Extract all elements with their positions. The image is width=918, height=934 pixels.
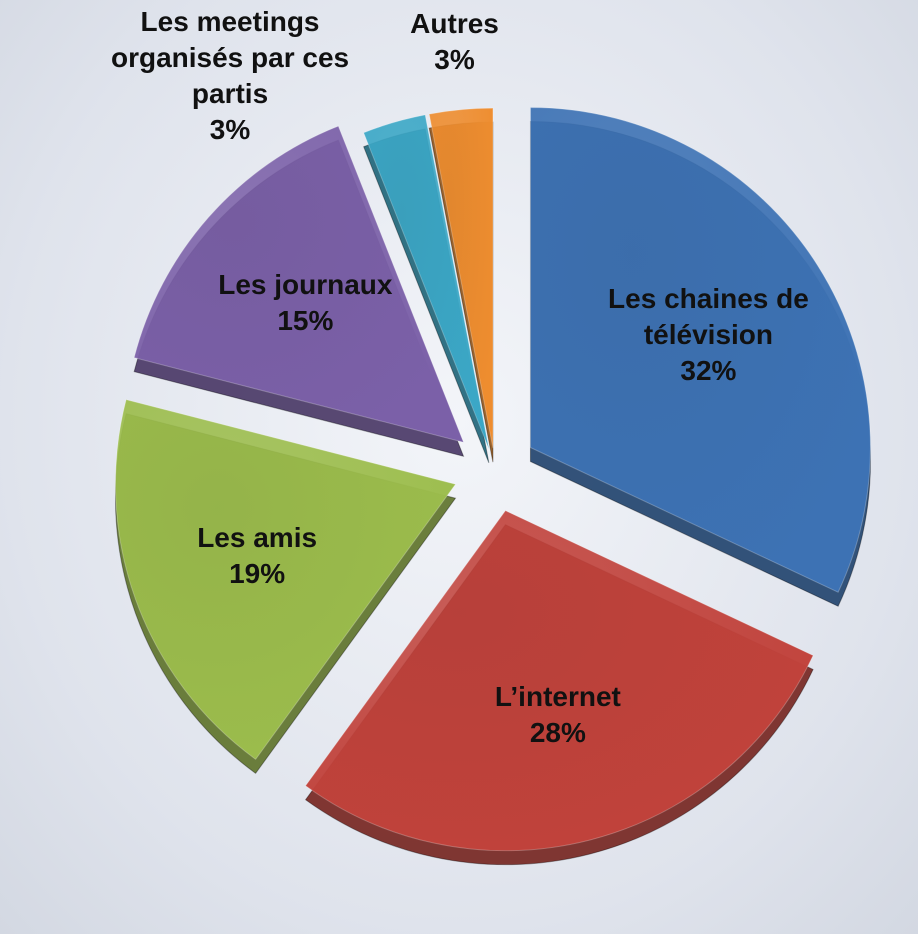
slice (115, 399, 457, 760)
slice-category: L’internet (494, 680, 621, 712)
slice-label: Autres 3% (310, 6, 600, 78)
slice-category: Les chaines de télévision (608, 282, 809, 350)
slice-value: 3% (434, 43, 475, 75)
slice-label: L’internet 28% (413, 679, 703, 751)
slice-label: Les chaines de télévision 32% (563, 281, 853, 389)
slice-value: 32% (680, 354, 737, 386)
slice-value: 3% (209, 114, 251, 145)
slice-value: 15% (277, 304, 334, 336)
slice-category: Les journaux (218, 268, 393, 300)
slice-category: Les meetings organisés par ces partis (110, 6, 350, 109)
slice-value: 28% (529, 716, 586, 748)
slice-label: Les journaux 15% (160, 267, 450, 339)
slice-category: Les amis (197, 521, 318, 553)
slice-category: Autres (410, 7, 499, 39)
slice-side-shade (363, 128, 489, 463)
slice-value: 19% (229, 557, 286, 589)
slice (529, 106, 871, 593)
slice-label: Les meetings organisés par ces partis 3% (85, 4, 375, 148)
slice (304, 510, 814, 852)
slice (133, 125, 465, 443)
slice (428, 107, 494, 449)
slice-label: Les amis 19% (112, 520, 402, 592)
slice (363, 114, 490, 450)
